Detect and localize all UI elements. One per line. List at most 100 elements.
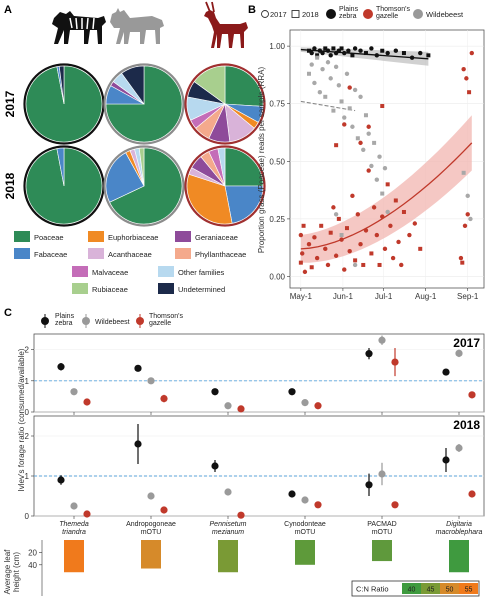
c-legend-gazelle-label: Thomson's gazelle	[149, 313, 184, 327]
panel-b-point-plains-zebra	[320, 50, 325, 56]
legend-gazelle-marker	[363, 9, 373, 19]
forage-point-thomson-s-gazelle	[314, 501, 322, 509]
pie-ring-2017-wildebeest	[103, 63, 185, 145]
legend-2017-label: 2017	[270, 10, 287, 19]
panel-b-point-thomson-s-gazelle	[374, 232, 380, 238]
panel-b-point-thomson-s-gazelle	[306, 242, 312, 247]
pie-slice-2018-gazelle-euphorbiaceae	[186, 173, 233, 225]
panel-b-point-plains-zebra	[369, 46, 374, 51]
forage-point-wildebeest	[70, 502, 78, 510]
panel-b-point-thomson-s-gazelle	[298, 232, 304, 238]
category-label: Digitaria macroblephara	[436, 521, 483, 536]
legend-2018-marker	[291, 10, 300, 18]
pie-slice-2018-wildebeest-rubiaceae	[138, 147, 145, 187]
panel-b-point-thomson-s-gazelle	[301, 223, 306, 228]
panel-b-point-wildebeest	[380, 191, 385, 196]
panel-b-point-thomson-s-gazelle	[461, 66, 466, 72]
panel-b-point-thomson-s-gazelle	[366, 124, 371, 129]
panel-b-point-wildebeest	[320, 66, 325, 72]
cn-ratio-swatch	[459, 583, 478, 594]
panel-b-point-thomson-s-gazelle	[309, 265, 314, 270]
panel-b-legend: 2017 2018 Plains zebra Thomson's gazelle W…	[261, 6, 464, 20]
forage-point-thomson-s-gazelle	[83, 510, 91, 518]
panel-b-point-plains-zebra	[409, 55, 415, 60]
panel-b-point-thomson-s-gazelle	[347, 248, 352, 254]
panel-c-legend: Plains zebra Wildebeest Thomson's gazelle	[41, 313, 184, 328]
legend-zebra-label: Plains zebra	[339, 6, 359, 20]
legend-swatch-undetermined	[158, 283, 174, 294]
panel-b-point-thomson-s-gazelle	[350, 193, 355, 199]
legend-wildebeest-label: Wildebeest	[426, 10, 464, 19]
panel-b-point-thomson-s-gazelle	[339, 237, 344, 242]
leaf-tick-label: 40	[28, 561, 37, 570]
panel-b-point-plains-zebra	[401, 51, 406, 56]
panel-b-point-plains-zebra	[306, 48, 311, 53]
panel-b-point-plains-zebra	[312, 46, 317, 51]
c-legend-wildebeest-label: Wildebeest	[95, 319, 130, 326]
panel-c-plots: 0 1 2 2017 0 1 2 2018	[25, 333, 485, 521]
panel-b-point-wildebeest	[374, 177, 380, 182]
panel-b-point-thomson-s-gazelle	[460, 260, 465, 265]
legend-label-acanthaceae: Acanthaceae	[108, 250, 152, 259]
legend-label-euphorbiaceae: Euphorbiaceae	[108, 233, 158, 242]
forage-point-thomson-s-gazelle	[314, 402, 322, 410]
legend-label-undetermined: Undetermined	[178, 285, 225, 294]
forage-point-plains-zebra	[57, 363, 65, 371]
panel-b-point-thomson-s-gazelle	[401, 209, 406, 214]
panel-b-point-thomson-s-gazelle	[396, 239, 401, 245]
panel-b-point-thomson-s-gazelle	[331, 205, 336, 210]
legend-label-geraniaceae: Geraniaceae	[195, 233, 238, 242]
cn-ratio-label: C:N Ratio	[356, 585, 389, 594]
panel-b-point-thomson-s-gazelle	[361, 262, 366, 267]
leaf-height-bars	[64, 540, 469, 573]
panel-b-tick-label-y: 0.25	[269, 215, 285, 224]
forage-point-plains-zebra	[442, 368, 450, 376]
panel-b-tick-label-y: 0.00	[269, 272, 285, 281]
panel-b-point-wildebeest	[350, 124, 355, 129]
panel-b-point-thomson-s-gazelle	[393, 198, 398, 203]
forage-point-thomson-s-gazelle	[160, 394, 168, 403]
panel-b-point-wildebeest	[336, 83, 342, 88]
gazelle-fit-ci	[300, 115, 472, 263]
forage-point-thomson-s-gazelle	[391, 501, 399, 509]
pie-ring-2018-gazelle	[184, 145, 266, 227]
panel-b-point-wildebeest	[352, 262, 358, 268]
panel-b-tick-label-y: 1.00	[269, 42, 285, 51]
panel-b-point-wildebeest	[325, 60, 331, 65]
panel-b-point-thomson-s-gazelle	[371, 205, 377, 210]
panel-b-point-plains-zebra	[331, 46, 336, 51]
forage-point-thomson-s-gazelle	[83, 398, 91, 406]
forage-point-plains-zebra	[288, 388, 296, 396]
forage-year-label-2017: 2017	[453, 336, 480, 350]
panel-b-point-wildebeest	[344, 71, 350, 76]
forage-point-wildebeest	[147, 377, 155, 385]
cn-ratio-swatch	[440, 583, 459, 594]
panel-b-point-wildebeest	[333, 64, 339, 70]
cn-ratio-tick-label: 50	[446, 587, 454, 594]
cn-ratio-swatch	[421, 583, 440, 594]
legend-swatch-fabaceae	[14, 248, 30, 259]
panel-b-point-wildebeest	[342, 115, 347, 120]
panel-b-tick-label-x: Jun-1	[333, 292, 354, 301]
forage-point-plains-zebra	[211, 462, 219, 470]
panel-b-tick-label-x: May-1	[290, 292, 313, 301]
panel-b-point-wildebeest	[339, 233, 344, 238]
forage-tick-label-y: 0	[25, 512, 30, 521]
cn-ratio-swatch	[402, 583, 421, 594]
panel-b-point-thomson-s-gazelle	[464, 76, 469, 81]
panel-b-axes: 0.00 0.25 0.50 0.75 1.00 May-1 Jun-1 Jul-1 Aug-1…	[269, 42, 479, 301]
forage-point-thomson-s-gazelle	[160, 506, 168, 514]
legend-label-other-families: Other families	[178, 268, 225, 277]
panel-b-tick-label-x: Aug-1	[415, 292, 437, 301]
panel-b-point-thomson-s-gazelle	[319, 223, 324, 228]
forage-point-wildebeest	[455, 444, 463, 452]
panel-b-plot: 0.00 0.25 0.50 0.75 1.00 May-1 Jun-1 Jul-1 Aug-1…	[257, 29, 485, 301]
panel-b-point-wildebeest	[347, 106, 352, 111]
legend-2017-marker	[261, 10, 269, 18]
forage-point-thomson-s-gazelle	[237, 405, 245, 413]
forage-tick-label-y: 2	[25, 346, 30, 355]
category-label: PACMAD mOTU	[367, 521, 396, 536]
pie-charts	[23, 63, 266, 227]
pie-slice-2017-wildebeest-poaceae	[105, 65, 183, 143]
